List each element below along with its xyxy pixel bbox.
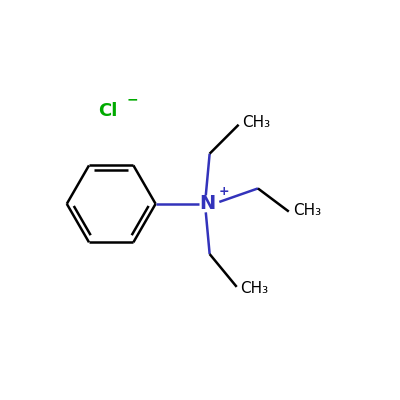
Text: Cl: Cl (98, 102, 117, 120)
Text: CH₃: CH₃ (240, 281, 269, 296)
Text: CH₃: CH₃ (242, 115, 270, 130)
Text: N: N (200, 194, 216, 213)
Text: −: − (127, 92, 138, 106)
Text: +: + (218, 186, 229, 198)
Text: CH₃: CH₃ (293, 203, 321, 218)
